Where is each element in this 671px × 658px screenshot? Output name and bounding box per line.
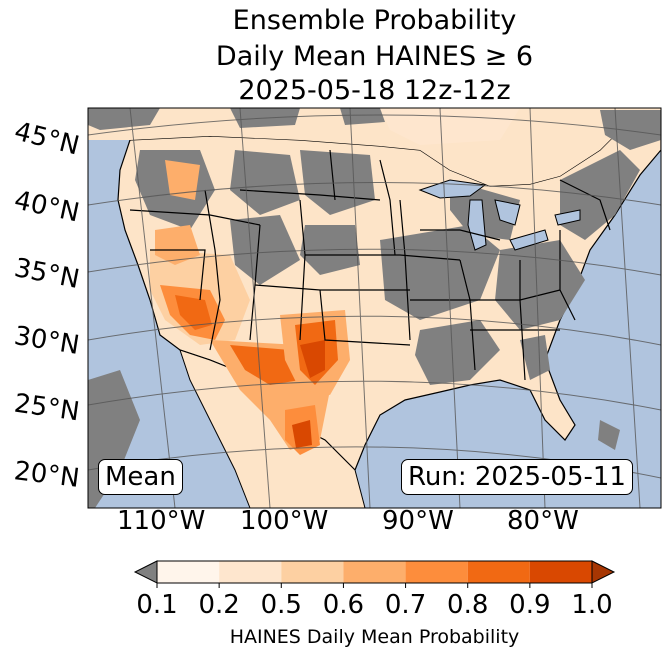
lon-label-90: 90°W [382,506,454,536]
colorbar-tick-label: 0.2 [198,590,240,620]
lon-label-100: 100°W [240,506,329,536]
lon-label-80: 80°W [507,506,579,536]
colorbar-over-arrow [591,560,616,584]
colorbar-segment [529,561,592,583]
canada-land [88,108,661,186]
title-line-2: Daily Mean HAINES ≥ 6 [215,41,534,72]
run-date-box: Run: 2025-05-11 [401,459,633,495]
title-line-1: Ensemble Probability [232,5,517,36]
colorbar-segment [281,561,344,583]
colorbar-segment [157,561,220,583]
colorbar-tick-label: 0.1 [136,590,178,620]
colorbar-tick-label: 0.5 [260,590,302,620]
colorbar-tick-label: 0.7 [384,590,427,620]
colorbar-label: HAINES Daily Mean Probability [229,626,520,648]
mean-label-box: Mean [98,459,183,495]
colorbar-segment [405,561,468,583]
colorbar-under-arrow [133,560,158,584]
map-frame [87,107,662,509]
map-figure [87,107,662,509]
lon-label-110: 110°W [117,506,206,536]
colorbar-tick-label: 0.6 [322,590,365,620]
graticule [88,108,661,508]
colorbar-segment [219,561,282,583]
state-boundaries [129,149,611,381]
colorbar-segment [343,561,406,583]
colorbar-tick-label: 0.8 [447,590,489,620]
colorbar [133,560,616,588]
colorbar-tick-label: 1.0 [571,590,613,620]
colorbar-frame [156,560,593,584]
colorbar-segment [467,561,530,583]
title-line-3: 2025-05-18 12z-12z [238,75,511,106]
colorbar-tick-label: 0.9 [509,590,551,620]
